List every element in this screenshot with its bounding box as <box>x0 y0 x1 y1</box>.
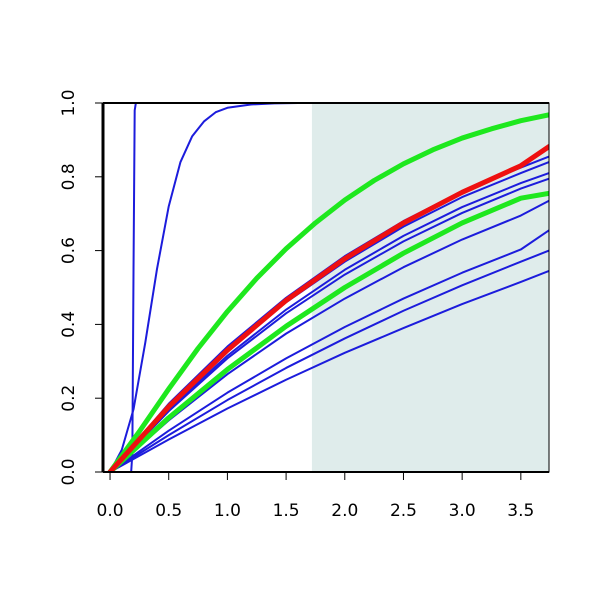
series-line-3 <box>109 177 549 472</box>
x-tick-label: 3.0 <box>449 501 476 521</box>
series-line-13 <box>107 144 549 472</box>
series-line-11 <box>107 112 549 472</box>
series-line-1 <box>109 103 549 472</box>
x-tick-label: 0.0 <box>97 501 124 521</box>
x-tick-label: 0.5 <box>155 501 182 521</box>
x-tick-label: 2.5 <box>390 501 417 521</box>
x-axis: 0.0 0.5 1.0 1.5 2.0 2.5 3.0 3.5 <box>97 471 534 521</box>
series-line-9 <box>109 249 549 472</box>
y-tick-label: 0.2 <box>59 385 79 412</box>
x-tick-label: 1.5 <box>273 501 300 521</box>
series-line-7 <box>109 199 549 472</box>
x-tick-label: 2.0 <box>331 501 358 521</box>
series-line-10 <box>109 269 549 472</box>
y-axis: 0.0 0.2 0.4 0.6 0.8 1.0 <box>59 89 103 486</box>
series-line-12 <box>107 190 549 472</box>
y-tick-label: 0.8 <box>59 163 79 190</box>
series-line-2 <box>109 103 549 472</box>
y-tick-label: 0.6 <box>59 237 79 264</box>
series-line-8 <box>109 229 549 472</box>
y-tick-label: 1.0 <box>59 89 79 116</box>
y-tick-label: 0.4 <box>59 311 79 338</box>
x-tick-label: 3.5 <box>507 501 534 521</box>
x-tick-label: 1.0 <box>214 501 241 521</box>
y-tick-label: 0.0 <box>59 458 79 485</box>
series-layer <box>107 103 549 472</box>
series-line-4 <box>109 172 549 472</box>
